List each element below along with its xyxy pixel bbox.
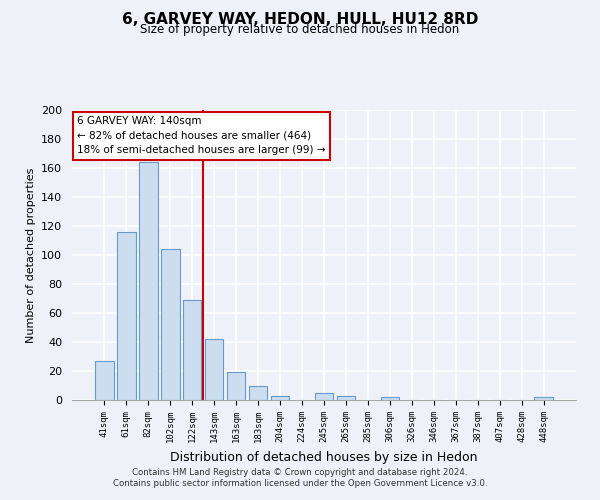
Bar bbox=[95, 361, 113, 400]
Bar bbox=[271, 396, 289, 400]
Bar bbox=[139, 162, 158, 400]
Bar bbox=[161, 249, 179, 400]
Y-axis label: Number of detached properties: Number of detached properties bbox=[26, 168, 35, 342]
Text: Contains HM Land Registry data © Crown copyright and database right 2024.
Contai: Contains HM Land Registry data © Crown c… bbox=[113, 468, 487, 487]
Bar bbox=[535, 397, 553, 400]
Bar bbox=[227, 372, 245, 400]
Text: 6 GARVEY WAY: 140sqm
← 82% of detached houses are smaller (464)
18% of semi-deta: 6 GARVEY WAY: 140sqm ← 82% of detached h… bbox=[77, 116, 326, 156]
Text: Size of property relative to detached houses in Hedon: Size of property relative to detached ho… bbox=[140, 22, 460, 36]
Bar bbox=[183, 300, 202, 400]
Bar bbox=[117, 232, 136, 400]
Bar bbox=[314, 393, 334, 400]
Bar bbox=[249, 386, 268, 400]
Text: 6, GARVEY WAY, HEDON, HULL, HU12 8RD: 6, GARVEY WAY, HEDON, HULL, HU12 8RD bbox=[122, 12, 478, 28]
Bar bbox=[337, 396, 355, 400]
Text: Distribution of detached houses by size in Hedon: Distribution of detached houses by size … bbox=[170, 451, 478, 464]
Bar bbox=[380, 397, 399, 400]
Bar bbox=[205, 339, 223, 400]
